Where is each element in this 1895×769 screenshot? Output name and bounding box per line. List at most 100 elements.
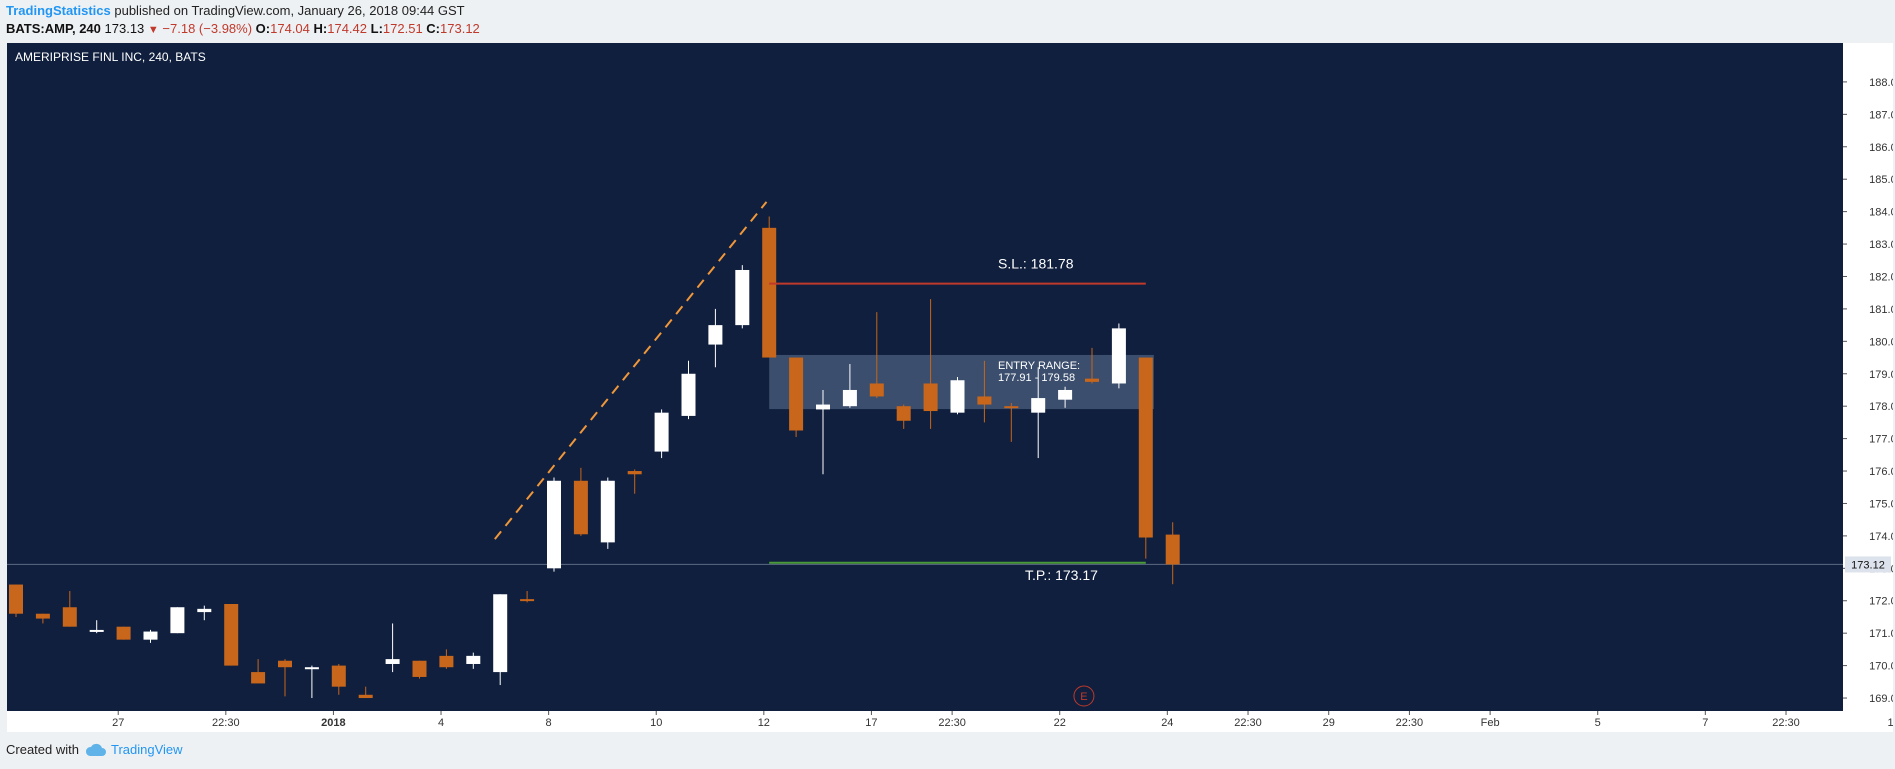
candle[interactable] [170, 607, 185, 634]
x-tick-label: 4 [438, 717, 444, 729]
candle[interactable] [869, 312, 884, 399]
low-value: 172.51 [382, 21, 423, 36]
candle-body [412, 660, 427, 677]
y-tick-label: 176.00 [1869, 466, 1893, 478]
candle[interactable] [573, 467, 588, 536]
earnings-marker-label: E [1080, 691, 1087, 703]
candle-body [1004, 406, 1019, 409]
symbol-label: BATS:AMP, 240 [6, 21, 101, 36]
candle[interactable] [493, 594, 508, 686]
candle-body [116, 626, 131, 640]
y-tick-label: 185.00 [1869, 174, 1893, 186]
candle-body [735, 269, 750, 326]
candle[interactable] [304, 665, 319, 699]
candle-body [89, 629, 104, 632]
stop-loss-label: S.L.: 181.78 [998, 256, 1074, 272]
candle[interactable] [224, 603, 239, 666]
candle-body [600, 480, 615, 543]
plot-area[interactable] [7, 43, 1843, 711]
y-tick-label: 169.00 [1869, 693, 1893, 705]
candle[interactable] [197, 605, 212, 621]
candle-body [278, 660, 292, 668]
x-tick-label: 22:30 [1234, 717, 1262, 729]
candle-body [439, 655, 454, 668]
candle-body [789, 357, 804, 431]
change-label: −7.18 (−3.98%) [162, 21, 253, 36]
open-value: 174.04 [270, 21, 310, 36]
candle-body [520, 599, 535, 602]
candle[interactable] [385, 623, 400, 673]
candle[interactable] [654, 409, 669, 459]
x-tick-label: 22:30 [1396, 717, 1424, 729]
candle-body [869, 383, 884, 397]
candle[interactable] [116, 626, 131, 640]
candle[interactable] [627, 469, 642, 494]
candle-body [547, 480, 561, 569]
candle-body [304, 667, 319, 670]
candle-body [1165, 534, 1180, 565]
candle[interactable] [358, 686, 373, 699]
candle[interactable] [331, 663, 346, 695]
candle-body [197, 608, 212, 613]
candle-body [977, 396, 992, 405]
candle[interactable] [977, 360, 992, 423]
candle[interactable] [762, 216, 777, 358]
chart-container[interactable]: AMERIPRISE FINL INC, 240, BATS S.L.: 181… [7, 43, 1895, 732]
y-tick-label: 186.00 [1869, 142, 1893, 154]
candle[interactable] [1111, 323, 1126, 389]
candle[interactable] [439, 649, 454, 669]
candle[interactable] [923, 299, 938, 429]
candle[interactable] [62, 591, 77, 627]
candle[interactable] [735, 265, 750, 329]
candle-body [1138, 357, 1153, 538]
y-tick-label: 175.00 [1869, 498, 1893, 510]
y-tick-label: 178.00 [1869, 401, 1893, 413]
candle[interactable] [520, 591, 535, 603]
candle[interactable] [35, 613, 50, 624]
y-tick-label: 187.00 [1869, 109, 1893, 121]
candle[interactable] [412, 660, 427, 679]
candle[interactable] [708, 308, 723, 368]
candle[interactable] [816, 389, 830, 475]
earnings-marker[interactable]: E [1073, 685, 1095, 707]
author-link[interactable]: TradingStatistics [6, 3, 111, 18]
candle[interactable] [9, 584, 23, 617]
candle-body [708, 325, 723, 345]
candle[interactable] [143, 629, 158, 643]
candle[interactable] [466, 652, 481, 669]
candle[interactable] [1058, 386, 1073, 408]
candle[interactable] [251, 659, 266, 684]
candle[interactable] [896, 404, 911, 429]
y-tick-label: 179.00 [1869, 369, 1893, 381]
candle[interactable] [1138, 357, 1153, 559]
tradingview-link[interactable]: TradingView [85, 742, 183, 757]
candlestick-chart[interactable]: AMERIPRISE FINL INC, 240, BATS S.L.: 181… [7, 43, 1895, 732]
candle[interactable] [1004, 402, 1019, 442]
candle[interactable] [1031, 367, 1046, 459]
x-tick-label: 12 [1887, 717, 1893, 729]
x-tick-label: 29 [1323, 717, 1335, 729]
candle[interactable] [547, 477, 561, 572]
candle-body [62, 607, 77, 627]
candle[interactable] [789, 357, 804, 437]
candle[interactable] [842, 364, 857, 408]
chart-title: AMERIPRISE FINL INC, 240, BATS [15, 50, 206, 64]
candle[interactable] [1085, 347, 1099, 384]
candle[interactable] [681, 360, 696, 420]
y-tick-label: 181.00 [1869, 304, 1893, 316]
entry-range-title: ENTRY RANGE: [998, 360, 1080, 372]
candle[interactable] [278, 659, 292, 697]
take-profit-label: T.P.: 173.17 [1025, 567, 1098, 583]
candle[interactable] [600, 477, 615, 549]
x-tick-label: 7 [1702, 717, 1708, 729]
candle[interactable] [89, 620, 104, 634]
candle-body [385, 659, 400, 664]
trend-line[interactable] [494, 201, 768, 540]
candle[interactable] [1165, 522, 1180, 585]
x-tick-label: 22:30 [1772, 717, 1800, 729]
candle-body [816, 404, 830, 410]
high-value: 174.42 [327, 21, 367, 36]
y-tick-label: 172.00 [1869, 596, 1893, 608]
candle[interactable] [950, 377, 965, 415]
x-tick-label: 22 [1054, 717, 1066, 729]
